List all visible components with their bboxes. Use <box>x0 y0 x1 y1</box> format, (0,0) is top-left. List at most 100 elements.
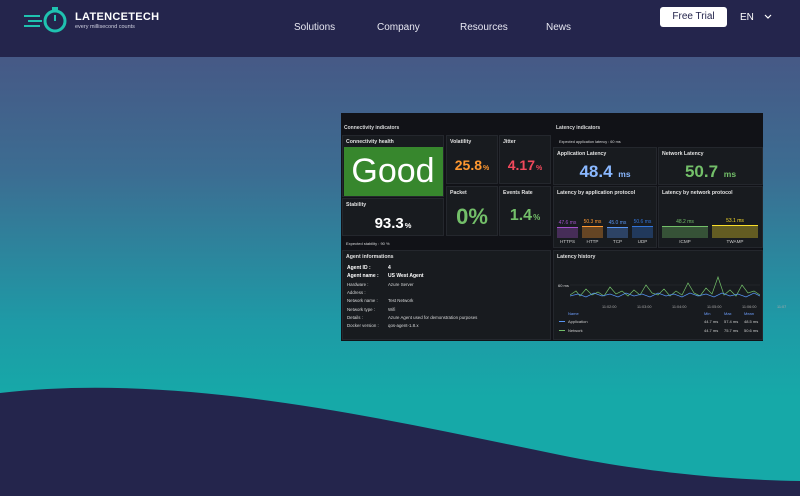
panel: Application Latency 48.4 ms <box>553 147 657 185</box>
free-trial-button[interactable]: Free Trial <box>660 7 727 27</box>
panel: Connectivity health Good <box>342 135 444 197</box>
agent-value: Azure Agent used for demonstration purpo… <box>388 314 478 320</box>
category: ICMP <box>679 239 691 244</box>
panel-title: Connectivity health <box>346 139 394 145</box>
bar <box>557 226 578 238</box>
note: Expected application latency : 60 ms <box>559 140 621 144</box>
bar-label: 53.1 ms <box>726 218 744 225</box>
panel: Network Latency 50.7 ms <box>658 147 763 185</box>
y-label: 60 ms <box>558 283 569 288</box>
site-header: LATENCETECH every millisecond counts Sol… <box>0 0 800 57</box>
agent-value: 4 <box>388 265 391 271</box>
agent-key: Network name : <box>347 298 378 304</box>
agent-value: Azure Server <box>388 281 414 287</box>
legend-cell: 57.4 ms <box>724 319 739 324</box>
panel-title: Jitter <box>503 139 516 145</box>
health-value: Good <box>351 152 435 190</box>
nav-link[interactable]: News <box>546 22 572 33</box>
stat-value: 48.4 <box>579 162 613 181</box>
bar-label: 50.3 ms <box>583 218 602 225</box>
x-tick-label: 11:04:00 <box>672 305 687 309</box>
category: HTTP <box>586 239 599 244</box>
agent-key: Hardware : <box>347 281 369 287</box>
stat-value: 93.3 <box>374 215 404 232</box>
legend-cell: Application <box>568 319 588 324</box>
legend-header: Max <box>724 311 732 316</box>
stat-value: 25.8 <box>454 157 482 173</box>
panel-title: Agent informations <box>346 254 394 260</box>
legend-cell: 44.7 ms <box>704 328 719 333</box>
stat-value: 1.4 <box>509 207 533 224</box>
panel-title: Network Latency <box>662 151 704 157</box>
legend-cell: 50.6 ms <box>744 328 759 333</box>
bar-label: 45.0 ms <box>608 220 627 227</box>
dashboard-screenshot: Connectivity indicators Connectivity hea… <box>341 113 786 341</box>
stat-unit: ms <box>618 169 631 179</box>
bar-label: 47.6 ms <box>558 219 577 226</box>
stat-unit: % <box>536 165 543 172</box>
x-tick-label: 11:03:00 <box>637 305 652 309</box>
legend-cell: 75.7 ms <box>724 328 739 333</box>
stat-unit: % <box>404 221 412 230</box>
legend-header: Name <box>568 311 579 316</box>
agent-value: Test Network <box>388 298 414 304</box>
language-selector[interactable]: EN <box>740 12 754 23</box>
section-title: Latency indicators <box>556 125 601 131</box>
agent-key: Agent ID : <box>347 265 371 271</box>
panel: Latency by application protocol 47.6 ms H… <box>553 186 657 248</box>
panel-title: Stability <box>346 202 367 208</box>
chevron[interactable] <box>764 14 772 20</box>
agent-key: Address : <box>347 289 366 295</box>
x-tick-label: 11:06:00 <box>742 305 757 309</box>
panel-title: Latency by network protocol <box>662 190 733 196</box>
panel: Agent informations Agent ID : 4 Agent name… <box>342 250 551 340</box>
stat-value: 50.7 <box>684 162 719 181</box>
stat-value: 0% <box>456 204 488 229</box>
panel-title: Latency history <box>557 254 596 260</box>
bar <box>582 225 603 238</box>
history-lines <box>570 275 760 298</box>
category: UDP <box>637 239 648 244</box>
panel-title: Volatility <box>450 139 472 145</box>
x-tick-label: 11:07 <box>777 305 787 309</box>
brand: LATENCETECH <box>75 11 160 23</box>
panel: Jitter 4.17% <box>499 135 551 184</box>
panel: Stability 93.3% <box>342 198 444 236</box>
category: TWAMP <box>726 239 744 244</box>
category: TCP <box>612 239 623 244</box>
panel: Latency by network protocol 48.2 ms ICMP 5… <box>658 186 763 248</box>
nav-link[interactable]: Solutions <box>294 22 336 33</box>
stat-unit: ms <box>723 169 737 179</box>
agent-value: qos-agent-1.8.x <box>388 323 419 329</box>
legend-swatch <box>559 321 565 323</box>
legend-header: Min <box>704 311 711 316</box>
section-title: Connectivity indicators <box>344 125 400 131</box>
bar <box>662 226 708 238</box>
nav-link[interactable]: Resources <box>460 22 508 33</box>
stat-value: 4.17 <box>507 157 535 173</box>
panel: Packet 0% <box>446 186 498 236</box>
bar <box>607 227 628 238</box>
legend-cell: 48.5 ms <box>744 319 759 324</box>
bar-label: 48.2 ms <box>676 219 694 226</box>
bar-label: 50.6 ms <box>633 218 652 225</box>
panel: Latency history 60 ms 11:02:00 11:03:00 11… <box>553 250 786 340</box>
agent-key: Docker version : <box>347 323 379 329</box>
panel-title: Latency by application protocol <box>557 190 636 196</box>
agent-key: Agent name : <box>347 273 379 280</box>
category: HTTPS <box>559 239 576 244</box>
bar <box>712 225 758 238</box>
x-tick-label: 11:05:00 <box>707 305 722 309</box>
panel: Events Rate 1.4% <box>499 186 551 236</box>
legend-cell: 44.7 ms <box>704 319 719 324</box>
stat-unit: % <box>533 213 541 222</box>
logo-icon <box>24 7 67 33</box>
panel-title: Events Rate <box>503 190 533 196</box>
bar <box>632 225 653 238</box>
x-tick-label: 11:02:00 <box>602 305 617 309</box>
agent-value: US West Agent <box>388 273 424 280</box>
stat-unit: % <box>483 165 490 172</box>
nav-link[interactable]: Company <box>377 22 420 33</box>
